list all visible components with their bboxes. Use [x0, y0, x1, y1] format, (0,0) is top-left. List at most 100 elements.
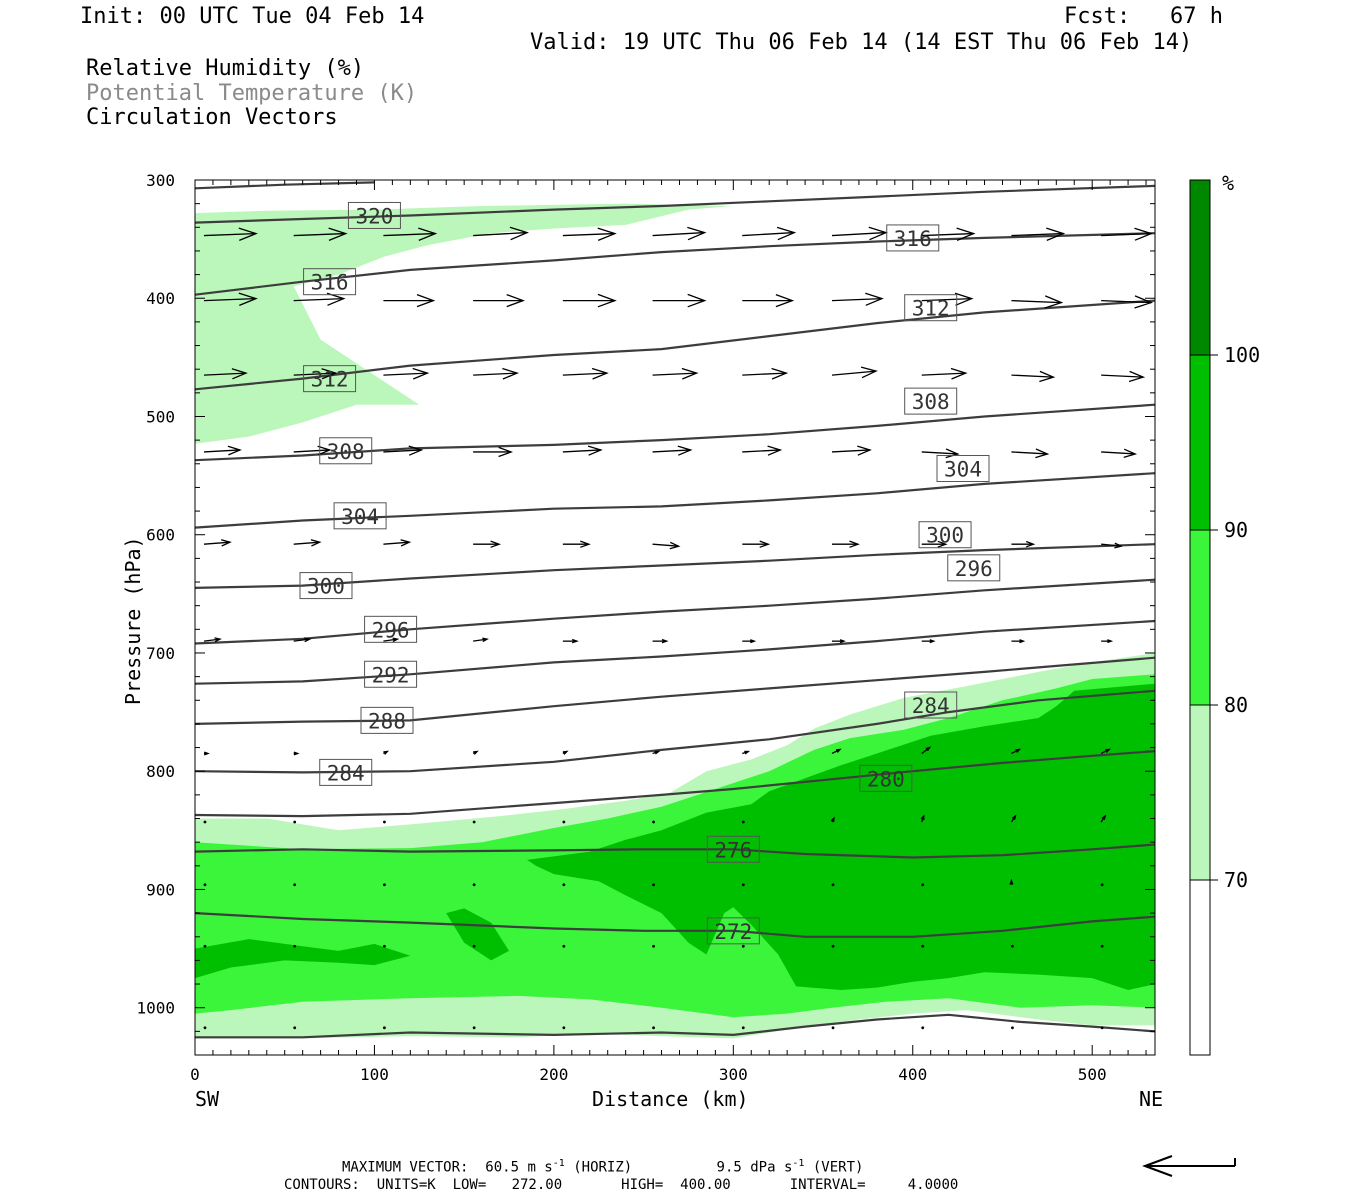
svg-text:312: 312 [311, 368, 349, 392]
circulation-vector [293, 637, 312, 643]
circulation-vector [831, 292, 884, 306]
svg-text:320: 320 [355, 204, 393, 228]
svg-text:304: 304 [944, 458, 982, 482]
circulation-vector [1011, 448, 1050, 459]
svg-text:276: 276 [714, 838, 752, 862]
vert-tag: (VERT) [812, 1159, 864, 1176]
circulation-vector [562, 367, 609, 380]
circulation-vector [832, 639, 846, 644]
circulation-vector [383, 367, 430, 380]
circulation-vector [831, 366, 878, 379]
theta-label-304-east: 304 [936, 455, 990, 483]
circulation-vector [383, 820, 386, 824]
x-tick-label: 100 [360, 1065, 389, 1084]
theta-label-316-east: 316 [886, 224, 940, 252]
circulation-vector [652, 541, 681, 550]
y-tick-label: 1000 [136, 999, 175, 1018]
theta-contour-308 [195, 403, 1155, 462]
circulation-vector [742, 293, 795, 308]
svg-text:292: 292 [372, 663, 410, 687]
circulation-vector [1010, 814, 1017, 823]
circulation-vector [921, 448, 960, 459]
circulation-vector [652, 638, 669, 644]
circulation-vector [831, 748, 842, 755]
theta-contour-296 [195, 578, 1155, 645]
circulation-vector [293, 368, 338, 380]
theta-label-312: 312 [303, 365, 357, 393]
reference-vector [1142, 1155, 1236, 1177]
circulation-vector [831, 883, 835, 887]
circulation-vector [203, 445, 242, 456]
svg-text:308: 308 [327, 440, 365, 464]
y-tick-label: 400 [146, 289, 175, 308]
rh-region-90-3 [195, 939, 411, 979]
circulation-vector [472, 944, 476, 948]
circulation-vector [472, 820, 476, 824]
circulation-vector [203, 1026, 207, 1030]
circulation-vector [473, 367, 520, 380]
circulation-vector [742, 367, 789, 380]
theta-label-300: 300 [299, 572, 353, 600]
colorbar-level-label: 70 [1224, 868, 1248, 892]
theta-label-284-east: 284 [904, 691, 958, 719]
circulation-vector [1100, 944, 1104, 948]
circulation-vector [203, 820, 207, 824]
theta-label-308: 308 [319, 437, 373, 465]
circulation-vector [562, 227, 617, 242]
svg-text:308: 308 [912, 390, 950, 414]
circulation-vector [293, 227, 348, 242]
theta-contour-320 [195, 184, 1155, 224]
circulation-vector [831, 445, 872, 456]
circulation-vector [472, 750, 479, 755]
contour-label-layer: 272 276 280 284 288 292 296 300 304 308 312 316 320 3… [299, 201, 1001, 945]
svg-text:300: 300 [926, 524, 964, 548]
init-time: Init: 00 UTC Tue 04 Feb 14 [80, 4, 425, 29]
theta-contour-312 [195, 299, 1155, 391]
circulation-vector [203, 227, 258, 242]
circulation-vector [741, 1026, 745, 1030]
circulation-vector [203, 944, 207, 948]
svg-text:312: 312 [912, 297, 950, 321]
y-tick-label: 600 [146, 526, 175, 545]
circulation-vector [383, 750, 390, 755]
svg-text:272: 272 [714, 920, 752, 944]
max-vector-vert: 9.5 dPa s [716, 1159, 793, 1176]
circulation-vector [203, 292, 258, 307]
circulation-vector [473, 446, 514, 458]
circulation-vector [652, 367, 699, 380]
circulation-vector [293, 445, 332, 456]
circulation-vector [1101, 639, 1114, 644]
circulation-vector [1101, 295, 1154, 309]
theta-label-280: 280 [859, 764, 913, 792]
x-tick-label: 500 [1078, 1065, 1107, 1084]
x-tick-label: 0 [190, 1065, 200, 1084]
max-vector-horiz: 60.5 m s [485, 1159, 553, 1176]
circulation-vector [742, 226, 797, 241]
theta-label-296: 296 [364, 615, 418, 643]
colorbar-level-label: 100 [1224, 343, 1260, 367]
circulation-vector [383, 1026, 386, 1030]
circulation-vector [562, 820, 566, 824]
theta-label-312-east: 312 [904, 294, 958, 322]
y-tick-label: 500 [146, 407, 175, 426]
theta-label-296-east: 296 [947, 554, 1001, 582]
circulation-vector [1100, 1026, 1104, 1030]
circulation-vector [473, 637, 489, 643]
forecast-hour: Fcst: 67 h [1064, 4, 1223, 29]
x-tick-label: 300 [719, 1065, 748, 1084]
svg-text:284: 284 [327, 761, 365, 785]
circulation-vector [562, 883, 566, 887]
circulation-vector [741, 820, 745, 824]
circulation-vector [921, 367, 968, 380]
circulation-vector [1011, 227, 1066, 242]
rh-region-70-0 [195, 203, 734, 1039]
circulation-vector [383, 293, 436, 308]
circulation-vector [652, 445, 693, 456]
svg-text:288: 288 [368, 709, 406, 733]
theta-label-320: 320 [347, 201, 401, 229]
circulation-vector [742, 750, 751, 755]
circulation-vector [293, 751, 300, 756]
circulation-vector [1011, 639, 1026, 644]
svg-text:300: 300 [307, 575, 345, 599]
circulation-vector [1011, 748, 1022, 755]
